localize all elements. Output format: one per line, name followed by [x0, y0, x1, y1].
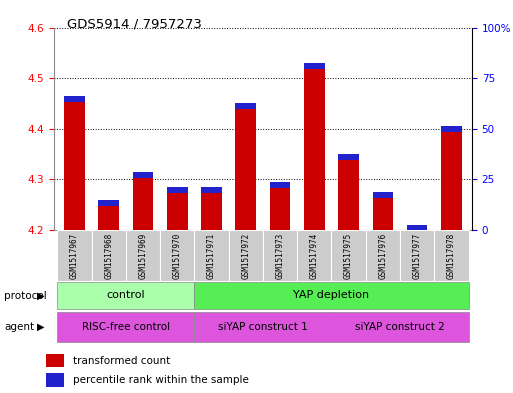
Bar	[235, 103, 256, 110]
Bar	[270, 182, 290, 230]
Bar	[46, 354, 64, 367]
Bar	[407, 225, 427, 231]
Bar	[270, 182, 290, 188]
Bar	[98, 200, 119, 206]
Bar	[133, 172, 153, 230]
Bar	[331, 312, 468, 342]
Text: YAP depletion: YAP depletion	[293, 290, 369, 300]
Text: GSM1517970: GSM1517970	[173, 232, 182, 279]
Text: GSM1517976: GSM1517976	[379, 232, 387, 279]
Bar	[64, 96, 85, 230]
Bar	[304, 63, 325, 230]
Text: GSM1517978: GSM1517978	[447, 232, 456, 279]
Bar	[304, 63, 325, 69]
Bar	[98, 200, 119, 230]
Text: GSM1517975: GSM1517975	[344, 232, 353, 279]
Text: GDS5914 / 7957273: GDS5914 / 7957273	[67, 18, 202, 31]
Text: GSM1517972: GSM1517972	[241, 232, 250, 279]
Bar	[229, 230, 263, 281]
Bar	[167, 187, 188, 230]
Text: ▶: ▶	[37, 290, 45, 301]
Text: GSM1517969: GSM1517969	[139, 232, 147, 279]
Text: siYAP construct 1: siYAP construct 1	[218, 321, 308, 332]
Bar	[201, 187, 222, 193]
Bar	[57, 283, 194, 309]
Bar	[133, 172, 153, 178]
Text: GSM1517971: GSM1517971	[207, 232, 216, 279]
Bar	[372, 192, 393, 198]
Bar	[57, 230, 91, 281]
Bar	[160, 230, 194, 281]
Bar	[372, 192, 393, 230]
Bar	[407, 225, 427, 230]
Bar	[435, 230, 468, 281]
Text: protocol: protocol	[4, 290, 47, 301]
Text: GSM1517968: GSM1517968	[104, 232, 113, 279]
Text: ▶: ▶	[37, 322, 45, 332]
Bar	[46, 373, 64, 387]
Bar	[126, 230, 160, 281]
Bar	[194, 283, 468, 309]
Bar	[263, 230, 297, 281]
Bar	[201, 187, 222, 230]
Text: RISC-free control: RISC-free control	[82, 321, 170, 332]
Text: GSM1517974: GSM1517974	[310, 232, 319, 279]
Text: GSM1517977: GSM1517977	[412, 232, 422, 279]
Bar	[194, 312, 331, 342]
Bar	[64, 96, 85, 102]
Bar	[331, 230, 366, 281]
Text: transformed count: transformed count	[73, 356, 170, 366]
Text: agent: agent	[4, 322, 34, 332]
Text: control: control	[107, 290, 145, 300]
Text: percentile rank within the sample: percentile rank within the sample	[73, 375, 248, 386]
Text: siYAP construct 2: siYAP construct 2	[355, 321, 445, 332]
Bar	[297, 230, 331, 281]
Text: GSM1517967: GSM1517967	[70, 232, 79, 279]
Bar	[57, 312, 194, 342]
Bar	[167, 187, 188, 193]
Bar	[338, 154, 359, 160]
Bar	[366, 230, 400, 281]
Text: GSM1517973: GSM1517973	[275, 232, 285, 279]
Bar	[235, 103, 256, 230]
Bar	[338, 154, 359, 230]
Bar	[194, 230, 229, 281]
Bar	[441, 126, 462, 230]
Bar	[91, 230, 126, 281]
Bar	[400, 230, 435, 281]
Bar	[441, 126, 462, 132]
